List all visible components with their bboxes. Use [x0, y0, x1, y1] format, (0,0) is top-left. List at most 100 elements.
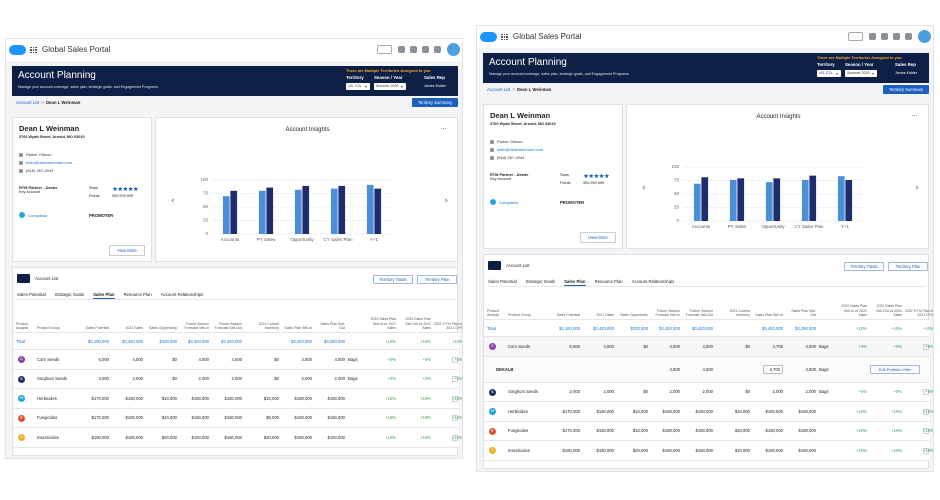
- dropdown-toggle[interactable]: [923, 428, 929, 435]
- account-email[interactable]: hello@deanweinman.com: [497, 147, 544, 152]
- dropdown-toggle[interactable]: [923, 447, 929, 454]
- header-icon[interactable]: [434, 46, 441, 53]
- header-icon[interactable]: [905, 33, 912, 40]
- account-partner: RTM Partner - Dealer: [490, 172, 529, 177]
- favorites-button[interactable]: [848, 32, 863, 41]
- header-divider: [484, 319, 930, 320]
- tab[interactable]: Account Relationships: [160, 292, 204, 297]
- tab[interactable]: Sales Potential: [488, 279, 517, 284]
- header-icon[interactable]: [881, 33, 888, 40]
- table-cell: 4,700: [772, 343, 783, 349]
- dropdown-toggle[interactable]: [923, 343, 929, 350]
- account-card: Dean L Weinman 3760 Wyatt Street, Arnold,…: [12, 117, 152, 262]
- column-header: Product Analytic: [16, 321, 29, 330]
- toolbar-button[interactable]: Territory Totals: [373, 275, 413, 284]
- breadcrumb-current: Dean L Weinman: [516, 87, 552, 92]
- tab[interactable]: Sales Plan: [93, 292, 115, 299]
- insights-title: Account Insights: [756, 114, 801, 120]
- territory-summary-button[interactable]: Territory Summary: [883, 85, 929, 94]
- filter-value: James Kidder: [895, 71, 917, 75]
- column-header: Sales Potential: [556, 312, 580, 317]
- tab[interactable]: Resource Plan: [594, 279, 623, 284]
- select-caret: [872, 72, 874, 75]
- dropdown-toggle[interactable]: [452, 376, 458, 383]
- header-icon[interactable]: [422, 46, 429, 53]
- view-more-button[interactable]: View More: [580, 232, 616, 243]
- table-cell: 4,500: [669, 366, 680, 372]
- table-cell: $170,000: [91, 415, 109, 421]
- app-launcher-dot: [501, 38, 503, 41]
- edit-offer-button[interactable]: Edit Portfolio Offer: [870, 365, 920, 374]
- toolbar-button[interactable]: Territory Plan: [888, 262, 928, 271]
- table-cell: $3,420,000: [659, 325, 680, 331]
- filter-select[interactable]: Summer 2020: [845, 70, 877, 77]
- column-header: 2022 Sales Plan Sell-In vs 2021 Sales: [370, 317, 397, 330]
- view-more-button[interactable]: View More: [109, 245, 145, 256]
- breadcrumb-link[interactable]: Account List: [16, 100, 40, 105]
- account-email[interactable]: hello@deanweinman.com: [26, 160, 73, 165]
- y-tick-label: 50: [203, 204, 209, 209]
- account-list-section: Account List Territory Totals Territory Pl…: [12, 267, 462, 456]
- menu-dot[interactable]: [441, 128, 443, 130]
- filter-select[interactable]: US, C2L: [817, 70, 841, 77]
- input-value[interactable]: 4,700: [769, 366, 780, 372]
- filter-select[interactable]: US, C2L: [346, 83, 370, 90]
- menu-dot[interactable]: [443, 128, 445, 130]
- table-row: F Fungicides $170,000 $150,000 $10,000 $160,0…: [484, 421, 933, 441]
- table-cell: $0: [745, 389, 750, 395]
- table-cell: $160,000: [191, 415, 209, 421]
- dropdown-toggle[interactable]: [452, 395, 458, 402]
- tab[interactable]: Account Relationships: [631, 279, 675, 284]
- table-cell: $160,000: [327, 415, 345, 421]
- header-icon[interactable]: [398, 46, 405, 53]
- table-cell: +10%: [856, 447, 867, 453]
- stars-label: Stars: [560, 173, 569, 177]
- table-cell: 4,500: [805, 366, 816, 372]
- tab[interactable]: Resource Plan: [123, 292, 152, 297]
- unit-label: Bags: [819, 389, 829, 395]
- menu-dot[interactable]: [445, 128, 447, 130]
- menu-dot[interactable]: [916, 115, 918, 117]
- account-program[interactable]: Conquistor: [28, 212, 48, 218]
- input-field[interactable]: [763, 365, 783, 374]
- table-cell: +10%: [420, 415, 431, 421]
- page-title: Account Planning: [489, 57, 567, 68]
- dropdown-toggle[interactable]: [923, 408, 929, 415]
- table-cell: +0%: [454, 356, 463, 362]
- user-avatar[interactable]: [447, 43, 460, 56]
- toolbar-button[interactable]: Territory Totals: [844, 262, 884, 271]
- table-cell: $160,000: [327, 434, 345, 440]
- tab[interactable]: Sales Potential: [17, 292, 46, 297]
- header-icon[interactable]: [869, 33, 876, 40]
- toolbar-button[interactable]: Territory Plan: [417, 275, 457, 284]
- territory-summary-button[interactable]: Territory Summary: [412, 98, 458, 107]
- table-cell: $160,000: [294, 434, 312, 440]
- table-cell: +0%: [858, 389, 868, 395]
- tab[interactable]: Sales Plan: [564, 279, 586, 286]
- app-launcher-dot: [503, 36, 506, 38]
- tab[interactable]: Strategic Goals: [525, 279, 556, 284]
- filter-select[interactable]: Summer 2020: [374, 83, 406, 90]
- filter-value: US, C2L: [819, 71, 833, 75]
- breadcrumb-link[interactable]: Account List: [487, 87, 511, 92]
- menu-dot[interactable]: [912, 115, 914, 117]
- dropdown-toggle[interactable]: [452, 356, 458, 363]
- table-cell: $160,000: [695, 447, 713, 453]
- dropdown-toggle[interactable]: [923, 389, 929, 396]
- dropdown-toggle[interactable]: [452, 434, 458, 441]
- column-header: Product Group: [508, 312, 531, 317]
- tab[interactable]: Strategic Goals: [54, 292, 85, 297]
- table-cell: 2,000: [334, 376, 345, 382]
- table-cell: +10%: [923, 408, 934, 414]
- bar: [302, 185, 310, 234]
- menu-dot[interactable]: [914, 115, 916, 117]
- user-avatar[interactable]: [918, 30, 931, 43]
- table-cell: 4,500: [301, 356, 312, 362]
- favorites-button[interactable]: [377, 45, 392, 54]
- table-cell: +10%: [856, 408, 867, 414]
- list-icon: [488, 261, 501, 270]
- header-icon[interactable]: [410, 46, 417, 53]
- account-program[interactable]: Conquistor: [499, 199, 519, 205]
- dropdown-toggle[interactable]: [452, 415, 458, 422]
- header-icon[interactable]: [893, 33, 900, 40]
